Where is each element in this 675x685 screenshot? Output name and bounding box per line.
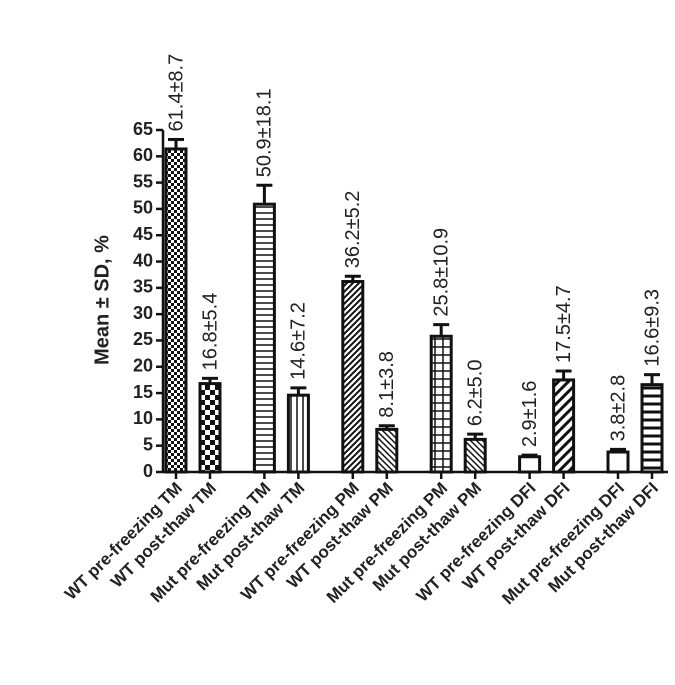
- value-label: 3.8±2.8: [607, 375, 629, 442]
- y-tick-label: 45: [133, 224, 153, 244]
- value-label: 50.9±18.1: [254, 88, 276, 177]
- y-tick-label: 55: [133, 171, 153, 191]
- y-tick-label: 35: [133, 277, 153, 297]
- bar: [198, 382, 222, 474]
- value-label: 17.5±4.7: [553, 285, 575, 363]
- y-tick-label: 10: [133, 408, 153, 428]
- value-label: 16.8±5.4: [199, 293, 221, 371]
- y-tick-label: 50: [133, 198, 153, 218]
- bar: [552, 378, 576, 474]
- y-tick-label: 20: [133, 356, 153, 376]
- y-tick-label: 60: [133, 145, 153, 165]
- y-axis-label: Mean ± SD, %: [91, 235, 113, 365]
- y-tick-label: 65: [133, 119, 153, 139]
- value-label: 16.6±9.3: [641, 289, 663, 367]
- value-label: 25.8±10.9: [430, 228, 452, 317]
- bar: [518, 455, 542, 474]
- y-tick-label: 40: [133, 250, 153, 270]
- bar: [341, 280, 365, 474]
- value-label: 14.6±7.2: [288, 302, 310, 380]
- bar: [286, 393, 310, 474]
- value-label: 61.4±8.7: [165, 54, 187, 132]
- bar: [375, 427, 399, 474]
- value-label: 8.1±3.8: [376, 351, 398, 418]
- bar: [463, 437, 487, 474]
- bar: [640, 383, 664, 474]
- bar: [252, 202, 276, 474]
- y-tick-label: 15: [133, 382, 153, 402]
- y-tick-label: 25: [133, 329, 153, 349]
- y-tick-label: 30: [133, 303, 153, 323]
- bar: [164, 147, 188, 474]
- bar: [429, 334, 453, 474]
- value-label: 2.9±1.6: [519, 381, 541, 448]
- y-tick-label: 5: [143, 434, 153, 454]
- value-label: 36.2±5.2: [342, 191, 364, 269]
- bar: [606, 450, 630, 474]
- y-tick-label: 0: [143, 461, 153, 481]
- value-label: 6.2±5.0: [464, 360, 486, 427]
